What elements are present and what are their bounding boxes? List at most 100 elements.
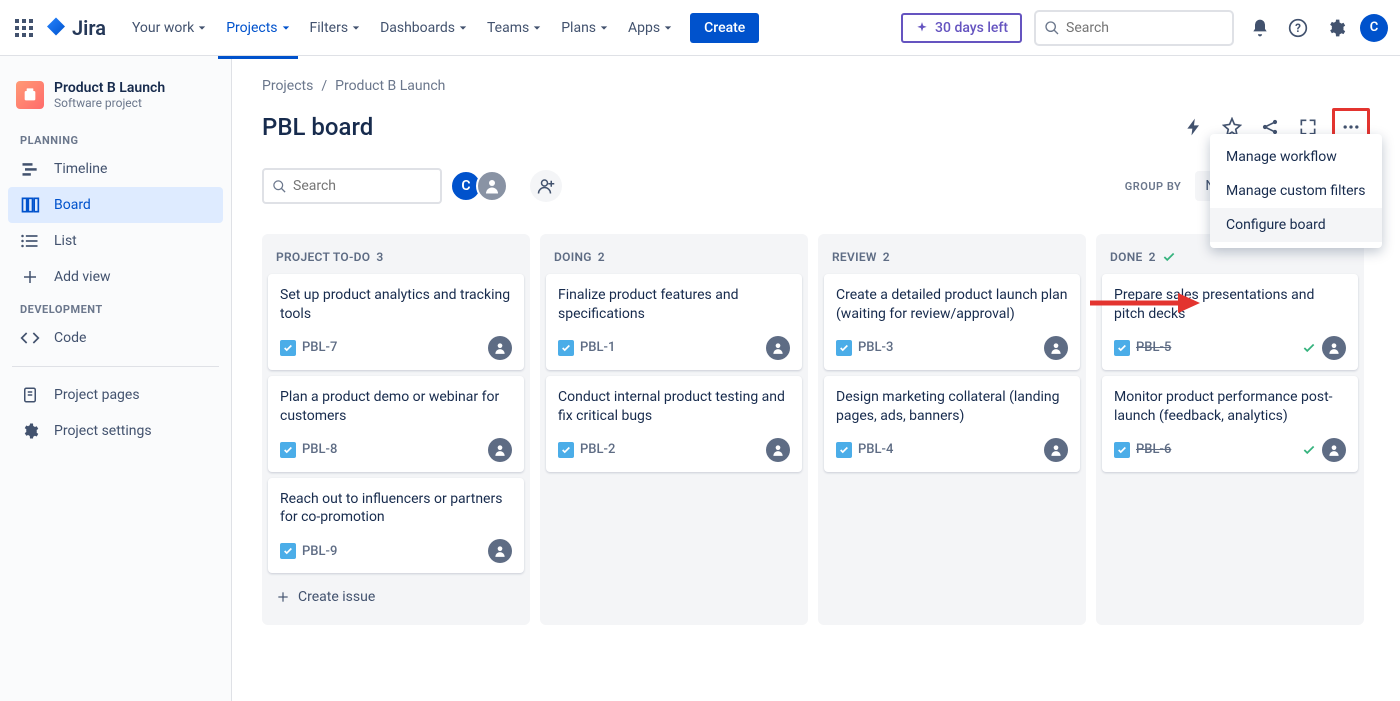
issue-type-icon — [836, 340, 852, 356]
nav-plans[interactable]: Plans — [553, 14, 616, 42]
issue-key[interactable]: PBL-9 — [302, 544, 337, 559]
column-header[interactable]: DONE 2 — [1102, 244, 1358, 274]
board-column: REVIEW 2Create a detailed product launch… — [818, 234, 1086, 625]
jira-logo[interactable]: Jira — [44, 16, 106, 40]
nav-projects[interactable]: Projects — [218, 14, 297, 42]
done-check-icon — [1162, 250, 1176, 264]
sidebar-item-board[interactable]: Board — [8, 187, 223, 223]
code-icon — [20, 328, 40, 348]
issue-key[interactable]: PBL-2 — [580, 442, 615, 457]
project-type: Software project — [54, 96, 165, 110]
board-card[interactable]: Monitor product performance post-launch … — [1102, 376, 1358, 472]
board-column: DOING 2Finalize product features and spe… — [540, 234, 808, 625]
issue-type-icon — [836, 442, 852, 458]
card-title: Monitor product performance post-launch … — [1114, 388, 1346, 426]
user-avatar[interactable]: C — [1360, 14, 1388, 42]
issue-key[interactable]: PBL-1 — [580, 340, 615, 355]
assignee-avatar[interactable] — [488, 336, 512, 360]
issue-type-icon — [280, 543, 296, 559]
breadcrumb-projects[interactable]: Projects — [262, 78, 313, 94]
board-card[interactable]: Create a detailed product launch plan (w… — [824, 274, 1080, 370]
help-icon[interactable]: ? — [1284, 14, 1312, 42]
trial-button[interactable]: 30 days left — [901, 13, 1022, 43]
issue-key[interactable]: PBL-6 — [1136, 442, 1171, 457]
nav-filters[interactable]: Filters — [302, 14, 369, 42]
nav-apps[interactable]: Apps — [620, 14, 680, 42]
issue-key[interactable]: PBL-3 — [858, 340, 893, 355]
add-people-button[interactable] — [530, 170, 562, 202]
sidebar-item-project-pages[interactable]: Project pages — [8, 377, 223, 413]
global-search-input[interactable] — [1066, 20, 1206, 36]
card-title: Plan a product demo or webinar for custo… — [280, 388, 512, 426]
breadcrumb: Projects / Product B Launch — [262, 78, 1370, 94]
board-card[interactable]: Prepare sales presentations and pitch de… — [1102, 274, 1358, 370]
settings-icon[interactable] — [1322, 14, 1350, 42]
sidebar: Product B Launch Software project PLANNI… — [0, 56, 232, 701]
search-icon — [272, 179, 287, 194]
avatar-unassigned[interactable] — [476, 170, 508, 202]
project-avatar-icon — [16, 81, 44, 109]
sidebar-item-list[interactable]: List — [8, 223, 223, 259]
nav-your-work[interactable]: Your work — [124, 14, 214, 42]
dd-manage-filters[interactable]: Manage custom filters — [1210, 174, 1382, 208]
column-header[interactable]: PROJECT TO-DO 3 — [268, 244, 524, 274]
assignee-avatar[interactable] — [766, 438, 790, 462]
automation-icon[interactable] — [1180, 113, 1208, 141]
sidebar-item-add-view[interactable]: Add view — [8, 259, 223, 295]
issue-type-icon — [280, 340, 296, 356]
create-issue-button[interactable]: Create issue — [268, 579, 524, 615]
assignee-avatar[interactable] — [1044, 336, 1068, 360]
column-header[interactable]: DOING 2 — [546, 244, 802, 274]
issue-key[interactable]: PBL-4 — [858, 442, 893, 457]
sidebar-item-timeline[interactable]: Timeline — [8, 151, 223, 187]
top-nav: Jira Your work Projects Filters Dashboar… — [0, 0, 1400, 56]
assignee-avatar[interactable] — [488, 438, 512, 462]
project-header[interactable]: Product B Launch Software project — [8, 76, 223, 126]
timeline-icon — [20, 159, 40, 179]
done-check-icon — [1302, 341, 1316, 355]
gear-icon — [20, 421, 40, 441]
divider — [12, 366, 219, 367]
board-card[interactable]: Design marketing collateral (landing pag… — [824, 376, 1080, 472]
card-title: Conduct internal product testing and fix… — [558, 388, 790, 426]
board-card[interactable]: Reach out to influencers or partners for… — [268, 478, 524, 574]
dd-manage-workflow[interactable]: Manage workflow — [1210, 140, 1382, 174]
nav-teams[interactable]: Teams — [479, 14, 549, 42]
assignee-avatar[interactable] — [1322, 438, 1346, 462]
dd-configure-board[interactable]: Configure board — [1210, 208, 1382, 242]
sidebar-item-project-settings[interactable]: Project settings — [8, 413, 223, 449]
issue-type-icon — [1114, 340, 1130, 356]
card-title: Design marketing collateral (landing pag… — [836, 388, 1068, 426]
notifications-icon[interactable] — [1246, 14, 1274, 42]
global-search[interactable] — [1034, 10, 1234, 46]
groupby-label: GROUP BY — [1125, 180, 1182, 193]
board-search-input[interactable] — [293, 178, 413, 194]
sparkle-icon — [915, 21, 929, 35]
app-switcher-icon[interactable] — [12, 16, 36, 40]
issue-key[interactable]: PBL-5 — [1136, 340, 1171, 355]
board-controls: C GROUP BY None Insights — [262, 168, 1370, 204]
board-card[interactable]: Plan a product demo or webinar for custo… — [268, 376, 524, 472]
assignee-avatar[interactable] — [1044, 438, 1068, 462]
board-card[interactable]: Finalize product features and specificat… — [546, 274, 802, 370]
issue-key[interactable]: PBL-8 — [302, 442, 337, 457]
nav-dashboards[interactable]: Dashboards — [372, 14, 475, 42]
plus-icon — [20, 267, 40, 287]
assignee-avatar[interactable] — [766, 336, 790, 360]
board-card[interactable]: Conduct internal product testing and fix… — [546, 376, 802, 472]
page-icon — [20, 385, 40, 405]
board-search[interactable] — [262, 168, 442, 204]
issue-type-icon — [280, 442, 296, 458]
create-button[interactable]: Create — [690, 13, 759, 43]
issue-key[interactable]: PBL-7 — [302, 340, 337, 355]
assignee-avatar[interactable] — [1322, 336, 1346, 360]
assignee-avatar[interactable] — [488, 539, 512, 563]
sidebar-item-code[interactable]: Code — [8, 320, 223, 356]
board-avatars: C — [456, 170, 508, 202]
issue-type-icon — [558, 340, 574, 356]
breadcrumb-project[interactable]: Product B Launch — [335, 78, 445, 94]
plus-icon — [276, 590, 290, 604]
column-header[interactable]: REVIEW 2 — [824, 244, 1080, 274]
board-card[interactable]: Set up product analytics and tracking to… — [268, 274, 524, 370]
jira-logo-text: Jira — [72, 16, 106, 40]
